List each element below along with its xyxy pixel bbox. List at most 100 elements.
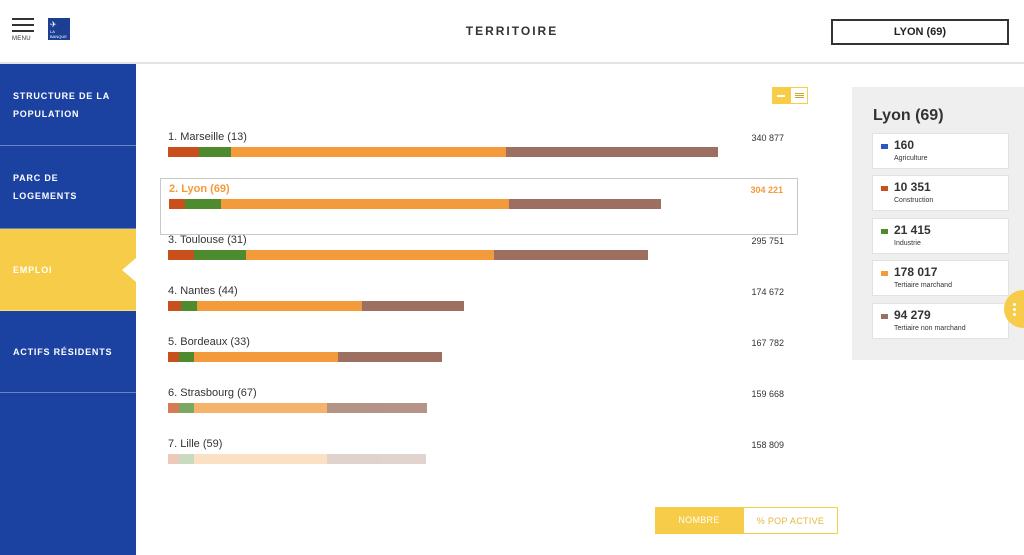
construction-segment [168, 454, 179, 464]
row-value: 295 751 [751, 236, 784, 246]
stacked-bar [168, 147, 718, 157]
row-city: 2. Lyon (69) [169, 183, 230, 195]
ranking-row[interactable]: 3. Toulouse (31) 295 751 [160, 234, 798, 278]
dot-icon [1012, 302, 1016, 306]
sidebar-item-structure-population[interactable]: STRUCTURE DE LA POPULATION [0, 64, 136, 146]
legend-value: 21 415 [894, 223, 931, 237]
tertiaire-non-marchand-segment [509, 199, 661, 209]
bank-logo[interactable]: ✈ LA BANQUE POSTALE [48, 18, 70, 44]
tertiaire-non-marchand-segment [506, 147, 718, 157]
legend-label: Tertiaire non marchand [894, 325, 966, 332]
ranking-row[interactable]: 7. Lille (59) 158 809 [160, 438, 798, 482]
row-value: 159 668 [751, 389, 784, 399]
construction-segment [168, 147, 199, 157]
industrie-segment [185, 199, 221, 209]
panel-title: Lyon (69) [873, 107, 944, 124]
row-value: 174 672 [751, 287, 784, 297]
row-city: 1. Marseille (13) [168, 131, 247, 143]
stacked-bar [168, 403, 427, 413]
tertiaire-non-marchand-segment [494, 250, 648, 260]
color-swatch [881, 144, 888, 149]
row-value: 158 809 [751, 440, 784, 450]
hamburger-icon-line [12, 24, 34, 26]
legend-label: Construction [894, 197, 934, 204]
ranking-row[interactable]: 1. Marseille (13) 340 877 [160, 131, 798, 175]
tertiaire-marchand-segment [221, 199, 509, 209]
pop-active-button[interactable]: % POP ACTIVE [743, 507, 838, 534]
tertiaire-marchand-segment [194, 352, 338, 362]
ranking-row[interactable]: 6. Strasbourg (67) 159 668 [160, 387, 798, 431]
tertiaire-non-marchand-segment [338, 352, 442, 362]
logo-text: LA BANQUE POSTALE [50, 29, 69, 44]
tertiaire-marchand-segment [231, 147, 506, 157]
bar-view-icon[interactable] [772, 87, 790, 104]
sidebar-item-actifs-residents[interactable]: ACTIFS RÉSIDENTS [0, 311, 136, 393]
industrie-segment [179, 454, 194, 464]
construction-segment [168, 352, 179, 362]
legend-label: Agriculture [894, 155, 928, 162]
legend-item-tertiaire-marchand: 178 017 Tertiaire marchand [872, 260, 1009, 296]
ranking-row[interactable]: 4. Nantes (44) 174 672 [160, 285, 798, 329]
row-value: 304 221 [750, 185, 783, 195]
nombre-button[interactable]: NOMBRE [655, 507, 743, 534]
view-toggle [772, 87, 809, 104]
sidebar-item-parc-logements[interactable]: PARC DE LOGEMENTS [0, 146, 136, 229]
more-options-handle[interactable] [1004, 290, 1024, 328]
sidebar-item-label: PARC DE LOGEMENTS [13, 173, 78, 201]
ranking-row[interactable]: 5. Bordeaux (33) 167 782 [160, 336, 798, 380]
bird-logo-icon: ✈ [50, 20, 57, 29]
row-city: 3. Toulouse (31) [168, 234, 247, 246]
lines-glyph [794, 92, 804, 99]
color-swatch [881, 314, 888, 319]
dot-icon [1012, 312, 1016, 316]
tertiaire-marchand-segment [197, 301, 362, 311]
page-title: TERRITOIRE [465, 24, 559, 38]
stacked-bar [168, 250, 648, 260]
legend-label: Tertiaire marchand [894, 282, 952, 289]
stacked-bar [168, 301, 464, 311]
ranking-row-selected[interactable]: 2. Lyon (69) 304 221 [160, 178, 798, 235]
legend-label: Industrie [894, 240, 921, 247]
tertiaire-marchand-segment [246, 250, 494, 260]
industrie-segment [194, 250, 246, 260]
hamburger-icon-line [12, 30, 34, 32]
legend-item-tertiaire-non-marchand: 94 279 Tertiaire non marchand [872, 303, 1009, 339]
menu-label: MENU [12, 36, 31, 42]
tertiaire-non-marchand-segment [327, 403, 427, 413]
row-city: 4. Nantes (44) [168, 285, 238, 297]
dot-icon [1012, 307, 1016, 311]
legend-value: 94 279 [894, 308, 931, 322]
construction-segment [168, 403, 179, 413]
industrie-segment [181, 301, 197, 311]
row-city: 7. Lille (59) [168, 438, 223, 450]
row-value: 340 877 [751, 133, 784, 143]
menu-button[interactable]: MENU [12, 18, 38, 44]
legend-item-agriculture: 160 Agriculture [872, 133, 1009, 169]
top-header: MENU ✈ LA BANQUE POSTALE TERRITOIRE LYON… [0, 0, 1024, 64]
list-view-icon[interactable] [790, 87, 808, 104]
sidebar-item-label: EMPLOI [13, 264, 53, 275]
row-city: 6. Strasbourg (67) [168, 387, 257, 399]
legend-value: 10 351 [894, 180, 931, 194]
sidebar-item-label: STRUCTURE DE LA POPULATION [13, 90, 110, 119]
stacked-bar [168, 352, 442, 362]
construction-segment [168, 250, 194, 260]
construction-segment [169, 199, 185, 209]
city-detail-panel: Lyon (69) 160 Agriculture 10 351 Constru… [852, 87, 1024, 360]
legend-item-construction: 10 351 Construction [872, 175, 1009, 211]
stacked-bar [168, 454, 426, 464]
city-selector-button[interactable]: LYON (69) [831, 19, 1009, 45]
stacked-bar [169, 199, 661, 209]
dash-glyph [777, 94, 785, 97]
color-swatch [881, 186, 888, 191]
industrie-segment [179, 352, 194, 362]
sidebar-item-emploi[interactable]: EMPLOI [0, 229, 136, 311]
row-city: 5. Bordeaux (33) [168, 336, 250, 348]
construction-segment [168, 301, 181, 311]
legend-value: 178 017 [894, 265, 938, 279]
industrie-segment [179, 403, 194, 413]
hamburger-icon [12, 18, 34, 20]
sidebar-nav: STRUCTURE DE LA POPULATION PARC DE LOGEM… [0, 64, 136, 555]
tertiaire-non-marchand-segment [362, 301, 464, 311]
legend-value: 160 [894, 138, 915, 152]
